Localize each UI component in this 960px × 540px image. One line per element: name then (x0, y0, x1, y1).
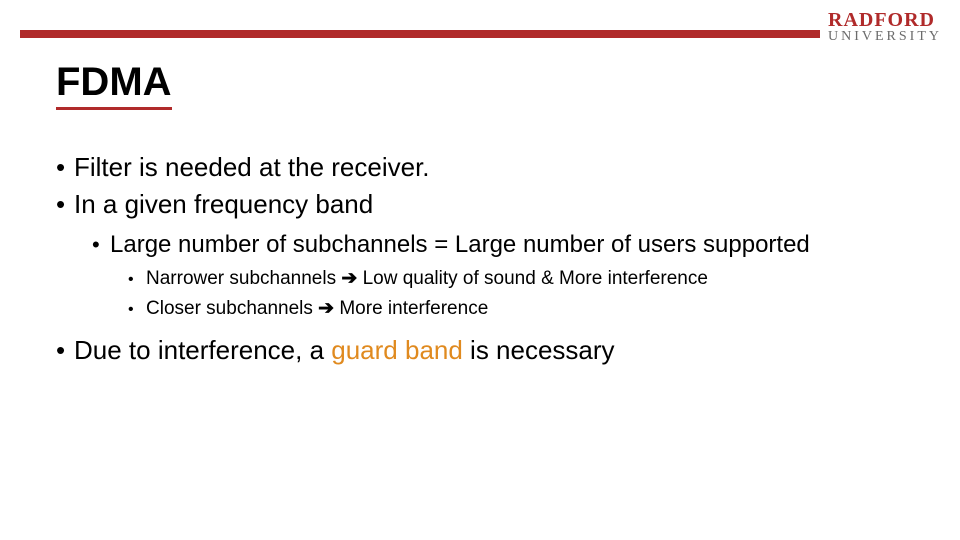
university-logo: RADFORD UNIVERSITY (828, 10, 942, 44)
arrow-icon: ➔ (341, 268, 357, 289)
logo-line1: RADFORD (828, 10, 942, 30)
bullet-text-pre: Narrower subchannels (146, 268, 341, 289)
bullet-icon: • (56, 187, 74, 222)
accent-text: guard band (331, 335, 463, 365)
bullet-text-pre: Closer subchannels (146, 298, 318, 319)
bullet-level1: •Filter is needed at the receiver. (56, 150, 920, 185)
bullet-text-pre: Due to interference, a (74, 335, 331, 365)
bullet-text-post: is necessary (463, 335, 615, 365)
slide: RADFORD UNIVERSITY FDMA •Filter is neede… (0, 0, 960, 540)
bullet-text-post: Low quality of sound & More interference (357, 268, 708, 289)
bullet-icon: • (128, 299, 146, 321)
bullet-level1: •Due to interference, a guard band is ne… (56, 333, 920, 368)
bullet-icon: • (56, 333, 74, 368)
bullet-icon: • (56, 150, 74, 185)
arrow-icon: ➔ (318, 298, 334, 319)
bullet-level2: •Large number of subchannels = Large num… (92, 228, 920, 262)
bullet-text: In a given frequency band (74, 189, 373, 219)
slide-title-text: FDMA (56, 60, 172, 110)
bullet-level3: •Narrower subchannels ➔ Low quality of s… (128, 266, 920, 293)
bullet-level3: •Closer subchannels ➔ More interference (128, 296, 920, 323)
bullet-text-post: More interference (334, 298, 488, 319)
bullet-level1: •In a given frequency band (56, 187, 920, 222)
slide-title: FDMA (56, 60, 172, 110)
bullet-icon: • (92, 230, 110, 261)
bullet-text: Filter is needed at the receiver. (74, 152, 430, 182)
bullet-icon: • (128, 269, 146, 291)
logo-line2: UNIVERSITY (828, 30, 942, 44)
bullet-text: Large number of subchannels = Large numb… (110, 231, 810, 258)
slide-content: •Filter is needed at the receiver. •In a… (56, 150, 920, 370)
title-bar (20, 30, 820, 38)
